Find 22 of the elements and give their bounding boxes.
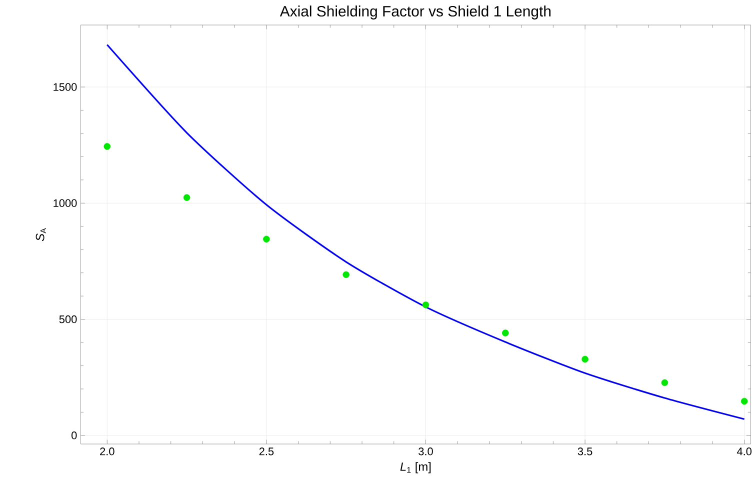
point [502,330,509,336]
chart-title: Axial Shielding Factor vs Shield 1 Length [280,6,550,20]
y-axis-title: S$_{A}$ [36,228,46,242]
line-series [106,44,746,420]
x-tick-label: 3.0 [418,448,433,456]
point [582,356,588,363]
point [263,236,270,243]
y-tick-label: 500 [59,315,77,324]
y-tick-label: 1000 [54,199,77,208]
point [183,194,190,201]
y-tick-label: 0 [72,432,77,440]
point [342,271,350,278]
x-tick-label: 2.0 [100,448,114,456]
x-axis-title: L$_{1}$ [m] [400,462,431,474]
x-tick-label: 2.5 [259,448,274,456]
y-tick-label: 1500 [54,83,77,91]
point [422,301,430,308]
x-tick-label: 3.5 [578,448,592,456]
point [661,379,668,386]
x-tick-label: 4.0 [736,448,752,456]
point [740,398,748,405]
point [104,143,111,150]
